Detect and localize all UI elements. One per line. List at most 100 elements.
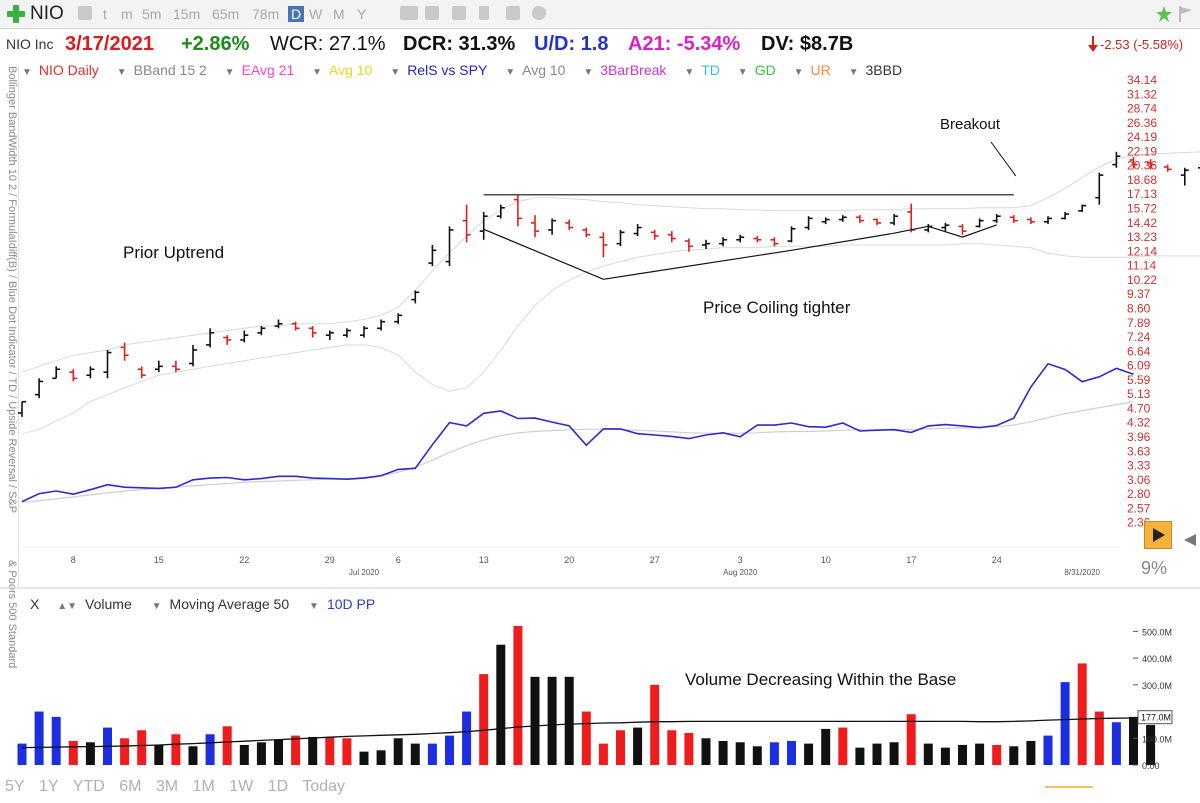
period-1d[interactable]: 1D (267, 778, 289, 795)
volume-bar (804, 743, 814, 765)
timeframe-daily[interactable]: D (288, 6, 305, 22)
period-1y[interactable]: 1Y (39, 778, 59, 795)
chevron-down-icon: ▼ (737, 67, 748, 78)
annotation-volume-decreasing: Volume Decreasing Within the Base (685, 670, 956, 689)
flag-icon[interactable] (1178, 5, 1194, 23)
volume-bar (581, 711, 591, 765)
date-tick-label: Aug 2020 (723, 568, 758, 577)
volume-bar (633, 727, 643, 765)
volume-toggle[interactable]: ▲▼ Volume (57, 596, 132, 612)
indicator-item[interactable]: ▼ Avg 10 (312, 62, 373, 78)
price-tick-label: 6.09 (1127, 359, 1151, 373)
indicator-item[interactable]: ▼ BBand 15 2 (116, 62, 207, 78)
price-bar (821, 217, 830, 225)
price-bar (69, 369, 78, 382)
timeframe-weekly[interactable]: W (309, 6, 323, 22)
price-tick-label: 12.14 (1127, 244, 1157, 258)
price-bar (223, 335, 232, 345)
price-bar (770, 237, 779, 247)
volume-bar (427, 743, 437, 765)
price-bar (1026, 217, 1035, 225)
period-3m[interactable]: 3M (155, 778, 179, 795)
timeframe-5m[interactable]: 5m (142, 6, 162, 22)
grid-icon[interactable] (452, 6, 466, 20)
indicator-item[interactable]: ▼ EAvg 21 (224, 62, 295, 78)
timeframe-78m[interactable]: 78m (252, 6, 280, 22)
relative-strength-line (21, 362, 1134, 503)
cube-icon[interactable] (78, 6, 92, 20)
timeframe-yearly[interactable]: Y (357, 6, 367, 22)
volume-legend: X ▲▼ Volume ▼ Moving Average 50 ▼ 10D PP (30, 596, 391, 612)
price-bar (975, 218, 984, 228)
tv-icon[interactable] (400, 6, 418, 20)
indicator-item[interactable]: ▼ Avg 10 (505, 62, 566, 78)
columns-icon[interactable] (425, 6, 439, 20)
price-bar (479, 211, 488, 240)
play-button[interactable] (1144, 521, 1172, 549)
indicator-item[interactable]: ▼ 3BarBreak (583, 62, 667, 78)
price-bar (684, 238, 693, 252)
wcr-value: WCR: 27.1% (270, 33, 386, 55)
volume-bar (684, 732, 694, 765)
period-today[interactable]: Today (302, 778, 346, 795)
volume-bar (1129, 716, 1138, 765)
period-ytd[interactable]: YTD (72, 778, 105, 795)
price-tick-label: 31.32 (1127, 87, 1157, 101)
volume-bar (496, 644, 506, 765)
timeframe-65m[interactable]: 65m (212, 6, 240, 22)
period-1m[interactable]: 1M (192, 778, 215, 795)
volume-tick-label: 0.00 (1142, 761, 1160, 771)
pp-toggle[interactable]: ▼ 10D PP (309, 596, 376, 612)
a21-value: A21: -5.34% (628, 33, 741, 55)
timeframe-minute[interactable]: m (121, 6, 133, 22)
date-axis: 8 15 22 29 Jul 2020 6 13 20 27 Aug 2020 3 10 17 24 8/3… (0, 546, 1200, 589)
add-icon[interactable] (7, 5, 25, 23)
volume-bar (838, 727, 848, 765)
period-1w[interactable]: 1W (229, 778, 254, 795)
timeframe-monthly[interactable]: M (333, 6, 345, 22)
timeframe-15m[interactable]: 15m (173, 6, 201, 22)
price-bar (428, 244, 437, 267)
daily-change: -2.53 (-5.58%) (1100, 37, 1184, 52)
scroll-left-icon[interactable] (1180, 532, 1198, 548)
indicator-item[interactable]: ▼ GD (737, 62, 776, 78)
indicator-item[interactable]: ▼ 3BBD (848, 62, 903, 78)
volume-bar (906, 714, 916, 765)
price-bar (924, 224, 933, 233)
ticker-symbol[interactable]: NIO (30, 3, 64, 24)
price-bar (240, 330, 249, 343)
indicator-item[interactable]: ▼ RelS vs SPY (390, 62, 488, 78)
indicator-item[interactable]: ▼ NIO Daily (22, 62, 99, 78)
ma-toggle[interactable]: ▼ Moving Average 50 (151, 596, 290, 612)
copy-icon[interactable] (506, 6, 520, 20)
timeframe-tick[interactable]: t (103, 6, 107, 22)
volume-bar (940, 747, 950, 765)
price-tick-label: 11.14 (1127, 259, 1156, 273)
change-pct: +2.86% (181, 33, 250, 55)
price-bar (753, 236, 762, 243)
volume-bar (188, 746, 198, 765)
date-label: 3/17/2021 (65, 33, 154, 55)
pencil-icon[interactable] (479, 6, 489, 20)
price-bars (18, 151, 1200, 417)
price-bar (787, 226, 796, 243)
close-panel-button[interactable]: X (30, 596, 40, 612)
dcr-value: DCR: 31.3% (403, 33, 516, 55)
star-icon[interactable] (1155, 5, 1173, 23)
price-bar (873, 218, 881, 226)
price-bar (719, 237, 728, 247)
date-tick-label: 10 (821, 555, 831, 565)
dots-icon[interactable] (532, 6, 546, 20)
indicator-item[interactable]: ▼ TD (684, 62, 720, 78)
period-5y[interactable]: 5Y (5, 778, 25, 795)
price-tick-label: 7.89 (1127, 316, 1151, 330)
bollinger-bands (21, 151, 1200, 435)
price-bar (582, 227, 591, 238)
volume-bar (769, 742, 779, 765)
price-bar (274, 319, 283, 329)
period-6m[interactable]: 6M (119, 778, 142, 795)
down-arrow-icon (1088, 36, 1098, 52)
chevron-down-icon: ▼ (309, 601, 319, 612)
indicator-item[interactable]: ▼ UR (793, 62, 831, 78)
